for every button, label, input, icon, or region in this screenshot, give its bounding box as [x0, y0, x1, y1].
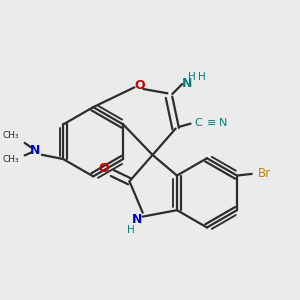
- Text: O: O: [134, 79, 145, 92]
- Text: H: H: [198, 72, 206, 82]
- Text: N: N: [30, 144, 40, 157]
- Text: C: C: [194, 118, 202, 128]
- Text: H: H: [127, 225, 135, 235]
- Text: N: N: [182, 76, 192, 90]
- Text: N: N: [219, 118, 228, 128]
- Text: O: O: [98, 162, 109, 175]
- Text: CH₃: CH₃: [2, 131, 19, 140]
- Text: Br: Br: [257, 167, 271, 180]
- Text: CH₃: CH₃: [2, 155, 19, 164]
- Text: N: N: [132, 213, 142, 226]
- Text: H: H: [188, 72, 195, 82]
- Text: ≡: ≡: [207, 118, 216, 128]
